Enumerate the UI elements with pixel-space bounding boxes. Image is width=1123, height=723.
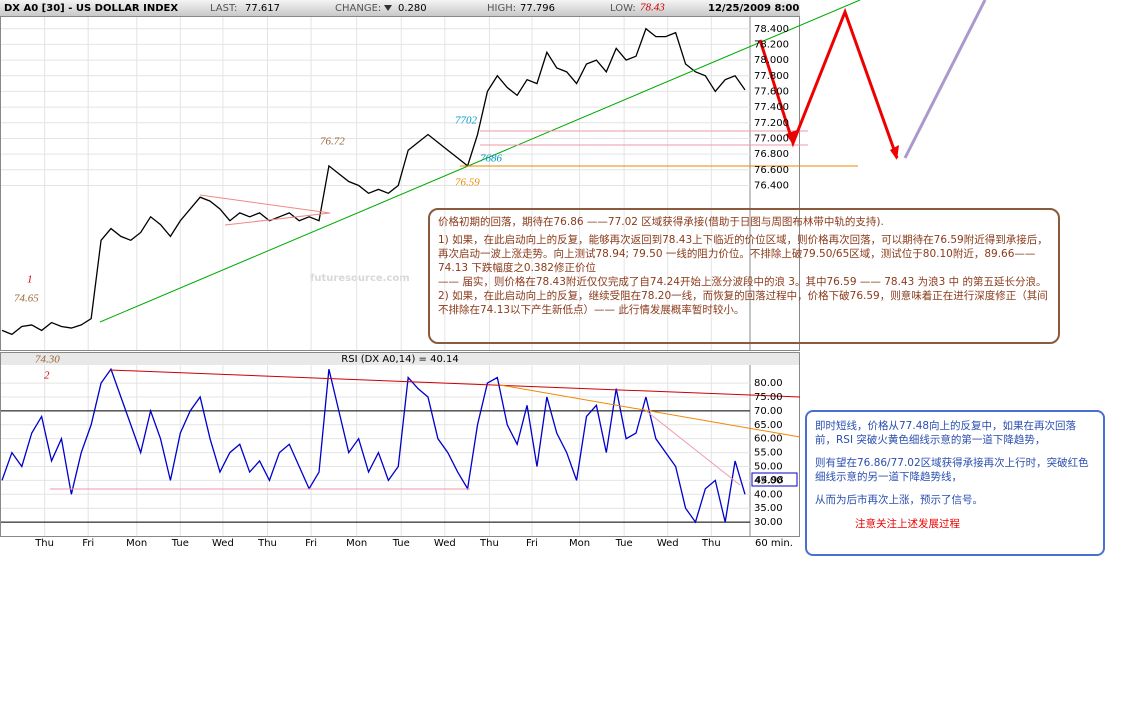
x-tick-label: Thu xyxy=(257,538,277,549)
symbol: DX A0 [30] - US DOLLAR INDEX xyxy=(4,3,178,14)
x-tick-label: Wed xyxy=(212,538,234,549)
note: 2) 如果，在此启动向上的反复，继续受阻在78.20一线，而恢复的回落过程中，价… xyxy=(438,290,1048,316)
x-tick-label: Fri xyxy=(526,538,538,549)
interval: 60 min. xyxy=(755,538,793,549)
note-box: 价格初期的回落，期待在76.86 ——77.02 区域获得承接(借助于日图与周图… xyxy=(428,208,1060,344)
x-tick-label: Fri xyxy=(82,538,94,549)
trend-line xyxy=(99,0,861,323)
price-note: 76.72 xyxy=(320,136,345,148)
series-line xyxy=(1,367,746,524)
rsi-trend xyxy=(109,369,801,398)
forecast-path xyxy=(758,7,899,159)
change-label: CHANGE: xyxy=(335,3,381,14)
low: 78.43 xyxy=(640,2,665,14)
note-box: 即时短线，价格从77.48向上的反复中，如果在再次回落前，RSI 突破火黄色细线… xyxy=(805,410,1105,556)
warning: 注意关注上述发展过程 xyxy=(855,518,960,530)
header-bar xyxy=(0,0,800,16)
y-tick-label: 77.600 xyxy=(754,86,789,97)
change: 0.280 xyxy=(398,3,427,14)
price-note: 7686 xyxy=(480,153,503,165)
x-tick-label: Fri xyxy=(305,538,317,549)
price-note: 74.65 xyxy=(14,293,39,305)
triangle xyxy=(199,194,331,226)
y-tick-label: 76.600 xyxy=(754,165,789,176)
overlay xyxy=(50,0,987,490)
price-note: 7702 xyxy=(455,115,478,127)
watermark: futuresource.com xyxy=(310,273,410,284)
y-tick-label: 45.00 xyxy=(754,475,783,486)
y-tick-label: 65.00 xyxy=(754,420,783,431)
x-tick-label: Tue xyxy=(392,538,410,549)
series-line xyxy=(1,27,746,336)
x-tick-label: Thu xyxy=(701,538,721,549)
high-label: HIGH: xyxy=(487,3,516,14)
x-tick-label: Wed xyxy=(434,538,456,549)
note: —— 届实，则价格在78.43附近仅仅完成了自74.24开始上涨分波段中的浪 3… xyxy=(438,276,1047,288)
x-tick-label: Wed xyxy=(657,538,679,549)
high: 77.796 xyxy=(520,3,555,14)
y-tick-label: 77.400 xyxy=(754,102,789,113)
x-tick-label: Thu xyxy=(479,538,499,549)
y-tick-label: 77.200 xyxy=(754,118,789,129)
wave-label: 2 xyxy=(44,370,50,382)
x-tick-label: Thu xyxy=(34,538,54,549)
x-tick-label: Tue xyxy=(171,538,189,549)
y-tick-label: 70.00 xyxy=(754,406,783,417)
note: 则有望在76.86/77.02区域获得承接再次上行时，突破红色细线示意的另一道下… xyxy=(815,457,1089,483)
rsi-frame xyxy=(0,352,800,537)
low-label: LOW: xyxy=(610,3,636,14)
price-note: 74.30 xyxy=(35,354,60,366)
y-tick-label: 76.800 xyxy=(754,149,789,160)
price-note: 76.59 xyxy=(455,177,480,189)
y-tick-label: 50.00 xyxy=(754,461,783,472)
x-tick-label: Mon xyxy=(569,538,590,549)
y-tick-label: 80.00 xyxy=(754,378,783,389)
rsi-title-bar xyxy=(1,353,799,365)
rsi-value-box xyxy=(751,472,798,487)
y-tick-label: 77.000 xyxy=(754,133,789,144)
note: 即时短线，价格从77.48向上的反复中，如果在再次回落前，RSI 突破火黄色细线… xyxy=(815,420,1077,446)
note: 1) 如果，在此启动向上的反复，能够再次返回到78.43上下临近的价位区域，则价… xyxy=(438,234,1048,274)
y-tick-label: 76.400 xyxy=(754,180,789,191)
y-tick-label: 78.200 xyxy=(754,39,789,50)
x-tick-label: Mon xyxy=(126,538,147,549)
down-arrow xyxy=(384,5,392,11)
rsi-value: 44.98 xyxy=(755,475,784,486)
note: 从而为后市再次上涨，预示了信号。 xyxy=(815,494,983,506)
y-tick-label: 40.00 xyxy=(754,489,783,500)
datetime: 12/25/2009 8:00 xyxy=(708,3,799,14)
last-label: LAST: xyxy=(210,3,237,14)
price-frame xyxy=(0,16,800,351)
rsi-trend xyxy=(499,384,801,438)
rsi-title: RSI (DX A0,14) = 40.14 xyxy=(341,354,458,365)
rsi-trend xyxy=(644,409,741,486)
y-tick-label: 35.00 xyxy=(754,503,783,514)
forecast-path xyxy=(903,0,987,159)
y-tick-label: 60.00 xyxy=(754,434,783,445)
x-tick-label: Mon xyxy=(346,538,367,549)
y-tick-label: 30.00 xyxy=(754,517,783,528)
y-tick-label: 75.00 xyxy=(754,392,783,403)
note: 价格初期的回落，期待在76.86 ——77.02 区域获得承接(借助于日图与周图… xyxy=(438,216,884,228)
last: 77.617 xyxy=(245,3,280,14)
y-tick-label: 55.00 xyxy=(754,448,783,459)
y-tick-label: 77.800 xyxy=(754,71,789,82)
y-tick-label: 78.400 xyxy=(754,24,789,35)
wave-label: 1 xyxy=(27,274,33,286)
x-tick-label: Tue xyxy=(615,538,633,549)
y-tick-label: 78.000 xyxy=(754,55,789,66)
